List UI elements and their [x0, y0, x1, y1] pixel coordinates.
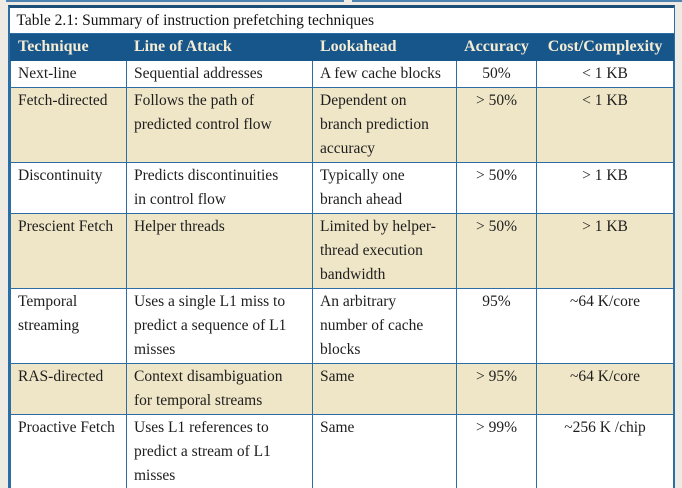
cell-line-of-attack: Follows the path of predicted control fl…	[126, 87, 313, 163]
cell-lookahead: Typically one branch ahead	[312, 162, 457, 214]
table-row: Fetch-directed Follows the path of predi…	[10, 87, 675, 163]
cell-cost-complexity: > 1 KB	[535, 213, 675, 289]
summary-table: Table 2.1: Summary of instruction prefet…	[10, 8, 675, 488]
column-header-lookahead: Lookahead	[312, 33, 457, 61]
cell-lookahead: An arbitrary number of cache blocks	[312, 288, 457, 364]
top-edge-rule-left	[6, 0, 344, 2]
cell-accuracy: > 95%	[456, 363, 537, 415]
cell-cost-complexity: ~256 K /chip	[535, 414, 675, 488]
cell-accuracy: > 99%	[456, 414, 537, 488]
cell-lookahead: Dependent on branch prediction accuracy	[312, 87, 457, 163]
cell-line-of-attack: Helper threads	[126, 213, 313, 289]
cell-accuracy: 95%	[456, 288, 537, 364]
cell-technique: Prescient Fetch	[10, 213, 127, 289]
cell-lookahead: Same	[312, 363, 457, 415]
cell-cost-complexity: ~64 K/core	[535, 288, 675, 364]
table-row: Proactive Fetch Uses L1 references to pr…	[10, 414, 675, 488]
table-row: RAS-directed Context disambiguation for …	[10, 363, 675, 415]
table-row: Discontinuity Predicts discontinuities i…	[10, 162, 675, 214]
cell-line-of-attack: Sequential addresses	[126, 60, 313, 88]
cell-technique: RAS-directed	[10, 363, 127, 415]
cell-accuracy: 50%	[456, 60, 537, 88]
table-row: Temporal streaming Uses a single L1 miss…	[10, 288, 675, 364]
cell-accuracy: > 50%	[456, 87, 537, 163]
table-body: Next-line Sequential addresses A few cac…	[10, 60, 675, 488]
cell-technique: Temporal streaming	[10, 288, 127, 364]
top-edge-rule-right	[352, 0, 682, 2]
cell-lookahead: Same	[312, 414, 457, 488]
cell-line-of-attack: Uses L1 references to predict a stream o…	[126, 414, 313, 488]
cell-cost-complexity: > 1 KB	[535, 162, 675, 214]
cell-cost-complexity: < 1 KB	[535, 87, 675, 163]
cell-technique: Discontinuity	[10, 162, 127, 214]
cell-line-of-attack: Uses a single L1 miss to predict a seque…	[126, 288, 313, 364]
prefetch-techniques-table: Table 2.1: Summary of instruction prefet…	[8, 5, 675, 488]
cell-technique: Fetch-directed	[10, 87, 127, 163]
cell-lookahead: Limited by helper- thread execution band…	[312, 213, 457, 289]
table-row: Prescient Fetch Helper threads Limited b…	[10, 213, 675, 289]
column-header-cost-complexity: Cost/Complexity	[535, 33, 675, 61]
cell-accuracy: > 50%	[456, 213, 537, 289]
table-caption: Table 2.1: Summary of instruction prefet…	[10, 8, 674, 34]
caption-row: Table 2.1: Summary of instruction prefet…	[10, 8, 674, 34]
cell-line-of-attack: Context disambiguation for temporal stre…	[126, 363, 313, 415]
cell-accuracy: > 50%	[456, 162, 537, 214]
table-row: Next-line Sequential addresses A few cac…	[10, 60, 675, 88]
cell-technique: Proactive Fetch	[10, 414, 127, 488]
header-row: Technique Line of Attack Lookahead Accur…	[10, 33, 675, 61]
cell-technique: Next-line	[10, 60, 127, 88]
cell-line-of-attack: Predicts discontinuities in control flow	[126, 162, 313, 214]
cell-cost-complexity: ~64 K/core	[535, 363, 675, 415]
cell-cost-complexity: < 1 KB	[535, 60, 675, 88]
cell-lookahead: A few cache blocks	[312, 60, 457, 88]
column-header-accuracy: Accuracy	[456, 33, 537, 61]
column-header-technique: Technique	[10, 33, 127, 61]
column-header-line-of-attack: Line of Attack	[126, 33, 313, 61]
